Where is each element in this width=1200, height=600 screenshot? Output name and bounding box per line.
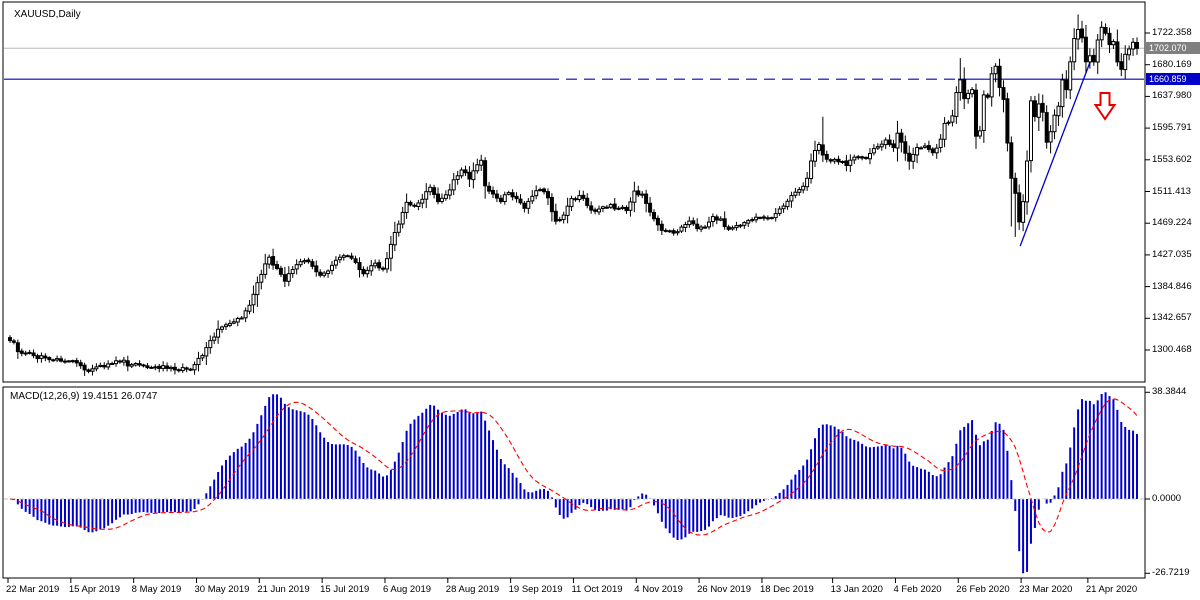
- indicator-tick-label: -26.7219: [1152, 567, 1190, 579]
- price-tick-label: 1637.980: [1152, 90, 1192, 102]
- hline-price-tag: 1660.859: [1146, 73, 1200, 86]
- date-tick-label: 28 Aug 2019: [445, 584, 500, 595]
- date-tick-label: 13 Jan 2020: [830, 584, 883, 595]
- price-tick-label: 1722.358: [1152, 27, 1192, 38]
- price-tick-label: 1300.468: [1152, 344, 1192, 355]
- price-tick-label: 1427.035: [1152, 248, 1192, 260]
- indicator-label: MACD(12,26,9) 19.4151 26.0747: [10, 391, 158, 402]
- date-tick-label: 6 Aug 2019: [382, 584, 432, 595]
- price-tick-label: 1511.413: [1152, 185, 1191, 197]
- date-tick-label: 18 Dec 2019: [759, 584, 814, 595]
- date-tick-label: 21 Jun 2019: [257, 584, 310, 595]
- indicator-tick-label: 38.3844: [1152, 386, 1187, 398]
- price-tick-label: 1342.657: [1152, 312, 1192, 324]
- price-tick-label: 1384.846: [1152, 280, 1192, 292]
- date-tick-label: 26 Nov 2019: [697, 584, 751, 595]
- date-tick-label: 19 Sep 2019: [508, 584, 563, 595]
- price-tick-label: 1595.791: [1152, 122, 1192, 134]
- symbol-timeframe-label: XAUUSD,Daily: [14, 9, 81, 20]
- date-tick-label: 23 Mar 2020: [1019, 584, 1073, 595]
- date-tick-label: 21 Apr 2020: [1085, 584, 1138, 595]
- date-tick-label: 15 Jul 2019: [320, 584, 370, 595]
- indicator-tick-label: 0.0000: [1152, 493, 1182, 504]
- date-tick-label: 4 Feb 2020: [893, 584, 942, 595]
- date-tick-label: 11 Oct 2019: [571, 584, 623, 595]
- date-tick-label: 26 Feb 2020: [956, 584, 1010, 595]
- price-tick-label: 1469.224: [1152, 217, 1192, 229]
- date-tick-label: 8 May 2019: [131, 584, 182, 595]
- date-tick-label: 4 Nov 2019: [634, 584, 683, 595]
- date-tick-label: 15 Apr 2019: [68, 584, 121, 595]
- date-tick-label: 22 Mar 2019: [6, 584, 60, 595]
- price-tick-label: 1680.169: [1152, 58, 1192, 70]
- price-tick-label: 1553.602: [1152, 153, 1192, 165]
- date-tick-label: 30 May 2019: [194, 584, 250, 595]
- last-price-tag: 1702.070: [1146, 42, 1200, 55]
